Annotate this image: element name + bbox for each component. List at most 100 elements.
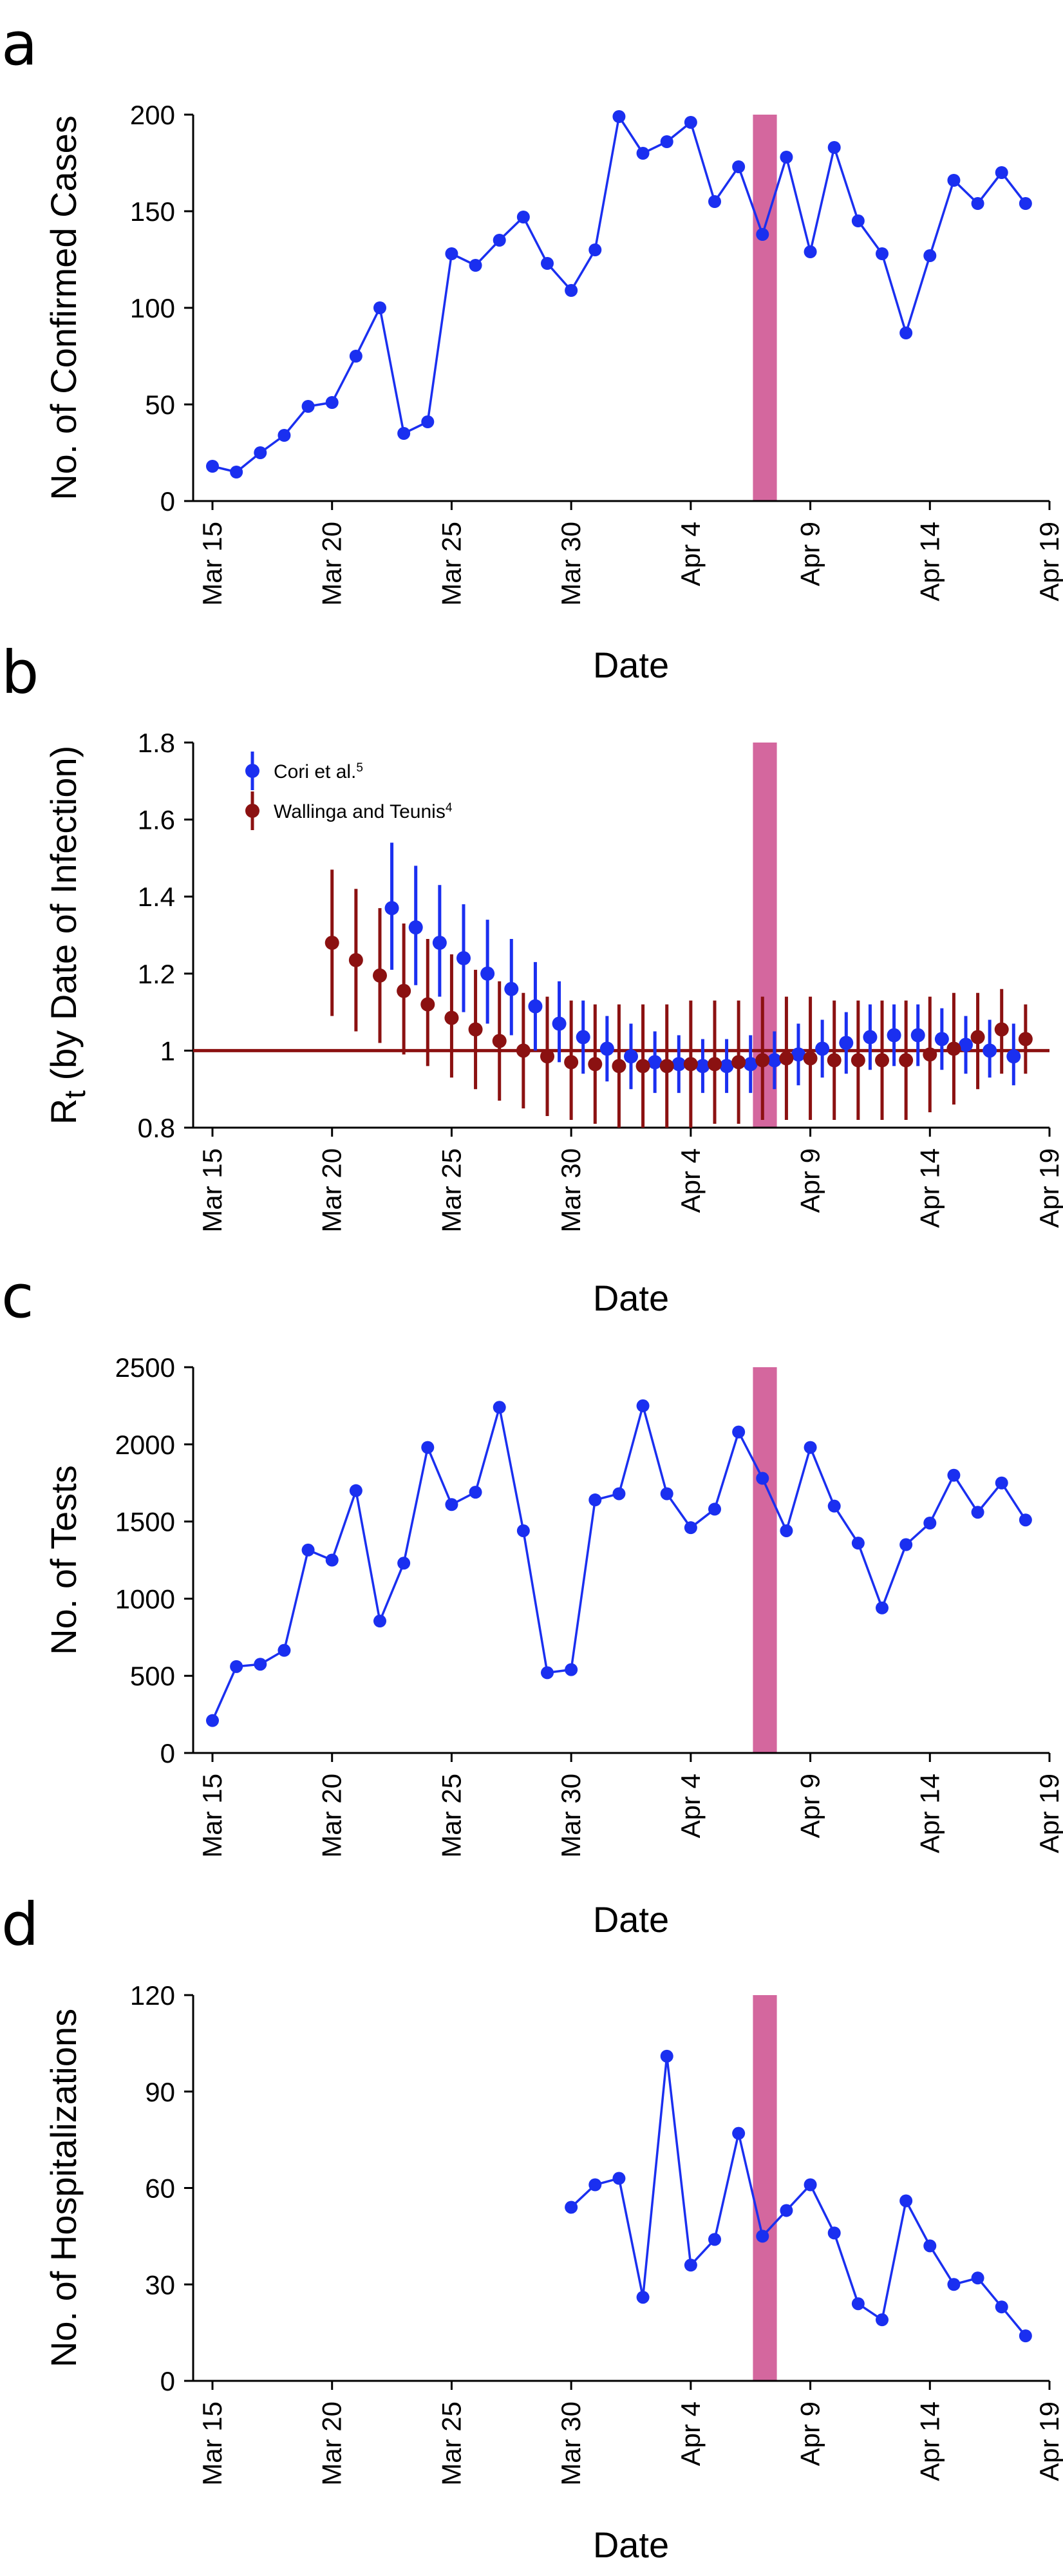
x-tick-label: Mar 30 bbox=[556, 2401, 586, 2486]
data-point bbox=[504, 981, 519, 996]
highlight-band bbox=[753, 1995, 777, 2381]
data-point bbox=[599, 1041, 614, 1056]
data-point bbox=[719, 1059, 734, 1074]
y-tick-label: 120 bbox=[130, 1980, 175, 2011]
panel-b: b 0.8 1 1.2 1.4 1.6 1.8 Mar 15 Mar 20 Mar 25 Mar 3… bbox=[1, 638, 1063, 1318]
x-tick-label: Mar 15 bbox=[197, 1148, 227, 1233]
data-point bbox=[923, 1047, 937, 1062]
data-point bbox=[732, 2126, 746, 2140]
y-tick-label: 1.4 bbox=[138, 882, 175, 912]
data-point bbox=[1006, 1049, 1021, 1064]
legend-entry: Cori et al.5 bbox=[274, 761, 363, 783]
y-axis-title-rest: (by Date of Infection) bbox=[43, 746, 84, 1090]
data-point bbox=[995, 166, 1008, 179]
data-point bbox=[408, 920, 423, 935]
data-point bbox=[612, 2172, 626, 2185]
data-point bbox=[1018, 1032, 1033, 1046]
data-point bbox=[552, 1016, 567, 1031]
data-point bbox=[516, 1524, 530, 1537]
data-point bbox=[301, 1543, 315, 1557]
panel-d: d 0 30 60 90 120 Mar 15 Mar 20 Mar 25 Mar 30 Apr 4… bbox=[1, 1890, 1063, 2565]
data-point bbox=[731, 1055, 746, 1070]
data-point bbox=[516, 211, 530, 223]
x-tick-label: Mar 30 bbox=[556, 522, 586, 606]
data-point bbox=[899, 1538, 913, 1551]
x-tick-label: Mar 20 bbox=[317, 522, 347, 606]
legend-superscript: 5 bbox=[356, 761, 363, 775]
data-point bbox=[899, 2194, 913, 2208]
data-point bbox=[1019, 1513, 1032, 1527]
panel-c: c 0 500 1000 1500 2000 2500 Mar 15 Mar 20 Mar 25 M… bbox=[1, 1262, 1063, 1940]
y-tick-label: 0 bbox=[160, 2366, 175, 2396]
data-point bbox=[695, 1059, 710, 1074]
x-tick-label: Mar 15 bbox=[197, 522, 227, 606]
legend-superscript: 4 bbox=[446, 801, 453, 815]
data-point bbox=[683, 1057, 698, 1072]
data-point bbox=[959, 1037, 973, 1052]
data-point bbox=[756, 228, 769, 241]
data-point bbox=[612, 1487, 626, 1501]
data-point bbox=[349, 1484, 362, 1497]
data-point bbox=[708, 1502, 721, 1516]
data-point bbox=[804, 2178, 817, 2192]
data-point bbox=[899, 327, 913, 339]
data-point bbox=[756, 1472, 769, 1485]
data-point bbox=[815, 1041, 830, 1056]
data-point bbox=[947, 1468, 961, 1482]
legend-label: Cori et al. bbox=[274, 761, 356, 782]
data-point bbox=[636, 1399, 650, 1412]
x-axis-title: Date bbox=[593, 1278, 669, 1318]
highlight-band bbox=[753, 115, 777, 501]
y-tick-label: 0 bbox=[160, 486, 175, 516]
data-point bbox=[528, 999, 543, 1014]
x-tick-label: Apr 4 bbox=[675, 522, 706, 586]
data-point bbox=[923, 249, 937, 262]
data-point bbox=[804, 1441, 817, 1454]
data-point bbox=[779, 1051, 794, 1066]
y-axis-title: Rt (by Date of Infection) bbox=[43, 746, 91, 1125]
data-point bbox=[876, 247, 889, 260]
y-tick-label: 1000 bbox=[115, 1584, 175, 1614]
y-tick-label: 30 bbox=[145, 2269, 175, 2300]
data-point bbox=[588, 1493, 602, 1507]
data-point bbox=[803, 1051, 818, 1066]
x-tick-label: Apr 14 bbox=[914, 522, 945, 601]
data-point bbox=[516, 1043, 531, 1058]
data-point bbox=[540, 1049, 554, 1064]
x-tick-label: Apr 9 bbox=[795, 2401, 825, 2466]
y-tick-label: 50 bbox=[145, 390, 175, 420]
data-point bbox=[995, 1476, 1008, 1490]
data-point bbox=[230, 1660, 243, 1673]
data-point bbox=[755, 1053, 770, 1068]
data-point bbox=[767, 1053, 782, 1068]
data-point bbox=[923, 1516, 937, 1530]
data-point bbox=[493, 1401, 506, 1414]
data-point bbox=[421, 1441, 435, 1454]
y-tick-label: 1 bbox=[160, 1036, 175, 1066]
x-axis-title: Date bbox=[593, 1899, 669, 1940]
x-tick-label: Mar 30 bbox=[556, 1774, 586, 1858]
data-point bbox=[325, 935, 339, 950]
data-point bbox=[876, 2313, 889, 2327]
y-axis-title-subscript: t bbox=[58, 1090, 91, 1099]
panel-a: a 0 50 100 150 200 Mar 15 Mar 20 Mar 25 Mar 30 Apr… bbox=[1, 10, 1063, 685]
data-point bbox=[565, 284, 578, 297]
y-tick-label: 0.8 bbox=[138, 1113, 175, 1143]
data-point bbox=[468, 1022, 483, 1037]
y-axis-title: No. of Confirmed Cases bbox=[43, 115, 84, 500]
data-point bbox=[732, 160, 746, 173]
data-point bbox=[612, 110, 626, 123]
data-point bbox=[863, 1030, 878, 1045]
data-point bbox=[349, 350, 362, 363]
data-point bbox=[278, 429, 291, 442]
y-tick-label: 100 bbox=[130, 293, 175, 323]
x-tick-label: Apr 9 bbox=[795, 1774, 825, 1838]
data-point bbox=[348, 952, 363, 967]
x-tick-label: Apr 14 bbox=[914, 2401, 945, 2481]
highlight-band bbox=[753, 1367, 777, 1753]
data-point bbox=[875, 1053, 889, 1068]
panel-letter: d bbox=[1, 1890, 39, 1959]
y-tick-label: 1500 bbox=[115, 1507, 175, 1537]
y-tick-label: 60 bbox=[145, 2174, 175, 2204]
